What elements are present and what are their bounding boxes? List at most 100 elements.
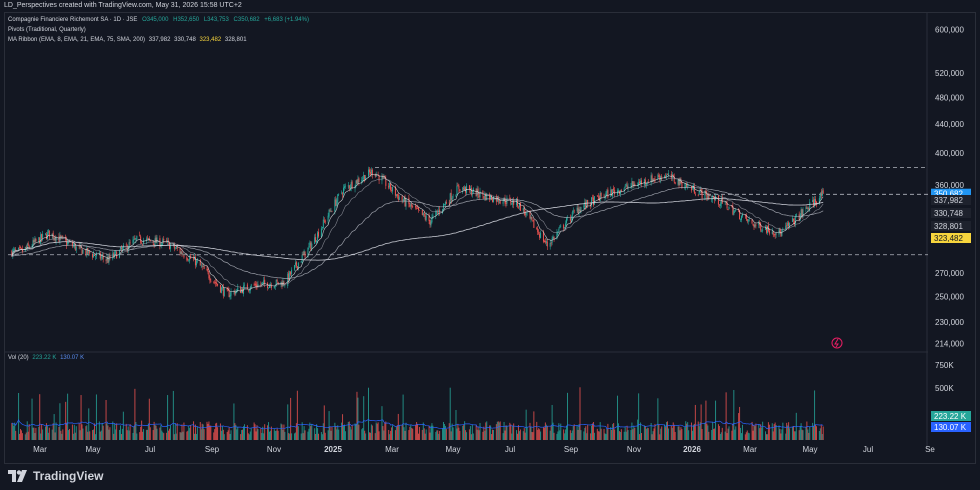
ma-price-tag-bg: [931, 195, 971, 205]
price-axis-tick: 600,000: [935, 25, 964, 34]
volume-bar: [566, 392, 568, 440]
volume-bar: [791, 426, 793, 440]
candle-body: [576, 207, 578, 211]
candle-body: [327, 215, 329, 222]
volume-tag: 130.07 K: [934, 423, 967, 432]
candle-body: [718, 204, 720, 206]
candle-body: [98, 252, 100, 254]
volume-bar: [356, 391, 358, 440]
candle-body: [88, 250, 90, 253]
ma-price-tag: 328,801: [934, 222, 963, 231]
candle-body: [735, 210, 737, 211]
candle-body: [455, 194, 457, 197]
candle-body: [591, 197, 593, 199]
candle-body: [465, 187, 467, 193]
candle-body: [39, 237, 41, 244]
volume-bar: [291, 433, 293, 440]
time-axis-tick: Nov: [267, 445, 281, 454]
candle-body: [431, 217, 433, 223]
candle-body: [619, 190, 621, 195]
volume-bar: [105, 399, 107, 440]
candle-body: [120, 248, 122, 250]
volume-bar: [125, 423, 127, 440]
volume-bar: [268, 431, 270, 440]
volume-bar: [58, 426, 60, 440]
candle-body: [411, 203, 413, 207]
candle-body: [95, 253, 97, 256]
candle-body: [72, 245, 74, 247]
candle-body: [263, 280, 265, 283]
tradingview-brand[interactable]: TradingView: [8, 469, 103, 483]
candle-body: [485, 193, 487, 201]
candle-body: [744, 215, 746, 216]
volume-bar: [389, 434, 391, 440]
candle-body: [678, 180, 680, 186]
candle-body: [425, 215, 427, 220]
candle-body: [188, 260, 190, 262]
volume-bar: [66, 422, 68, 440]
candle-body: [533, 219, 535, 228]
candle-body: [392, 186, 394, 192]
volume-bar: [504, 430, 506, 440]
volume-bar: [801, 429, 803, 440]
volume-bar: [792, 426, 794, 440]
candle-body: [330, 210, 332, 212]
volume-bar: [819, 428, 821, 440]
volume-bar: [721, 427, 723, 440]
candle-body: [788, 222, 790, 227]
candle-body: [727, 209, 729, 210]
candle-body: [604, 196, 606, 198]
volume-bar: [611, 429, 613, 440]
volume-bar: [631, 422, 633, 440]
candle-body: [219, 285, 221, 293]
volume-bar: [39, 394, 41, 440]
candle-body: [673, 176, 675, 182]
volume-bar: [161, 430, 163, 440]
volume-bar: [179, 432, 181, 440]
legend-volume-line[interactable]: Vol (20) 223.22 K 130.07 K: [8, 355, 84, 361]
candle-body: [731, 206, 733, 207]
candle-body: [99, 252, 101, 259]
volume-bar: [671, 427, 673, 440]
candle-body: [464, 186, 466, 190]
volume-bar: [370, 424, 372, 440]
volume-bar: [301, 422, 303, 440]
candle-body: [479, 191, 481, 198]
candle-body: [714, 198, 716, 201]
candle-body: [230, 291, 232, 296]
volume-bar: [772, 431, 774, 440]
volume-bar: [630, 430, 632, 440]
candle-body: [599, 193, 601, 202]
volume-bar: [280, 423, 282, 440]
candle-body: [531, 216, 533, 220]
candle-body: [14, 248, 16, 250]
volume-bar: [624, 426, 626, 440]
volume-bar: [560, 423, 562, 440]
volume-bar: [190, 425, 192, 440]
volume-bar: [587, 424, 589, 440]
candle-body: [785, 225, 787, 230]
legend-pivots-line[interactable]: Pivots (Traditional, Quarterly): [8, 27, 86, 33]
volume-bar: [437, 430, 439, 440]
volume-bar: [490, 425, 492, 440]
volume-bar: [486, 421, 488, 440]
candle-body: [221, 287, 223, 289]
candle-body: [457, 185, 459, 187]
candle-body: [794, 216, 796, 225]
candle-body: [418, 209, 420, 211]
candle-body: [331, 211, 333, 213]
legend-ma-line[interactable]: MA Ribbon (EMA, 8, EMA, 21, EMA, 75, SMA…: [8, 37, 247, 43]
volume-bar: [738, 413, 740, 440]
sma-200-line: [11, 198, 824, 261]
candle-body: [183, 255, 185, 258]
candle-body: [181, 251, 183, 255]
candle-body: [674, 182, 676, 184]
volume-bar: [529, 422, 531, 440]
volume-bar: [48, 427, 50, 440]
volume-bar: [564, 433, 566, 440]
volume-bar: [275, 430, 277, 440]
candle-body: [236, 289, 238, 293]
volume-bar: [416, 422, 418, 440]
ma-value-2: 330,748: [174, 37, 196, 43]
